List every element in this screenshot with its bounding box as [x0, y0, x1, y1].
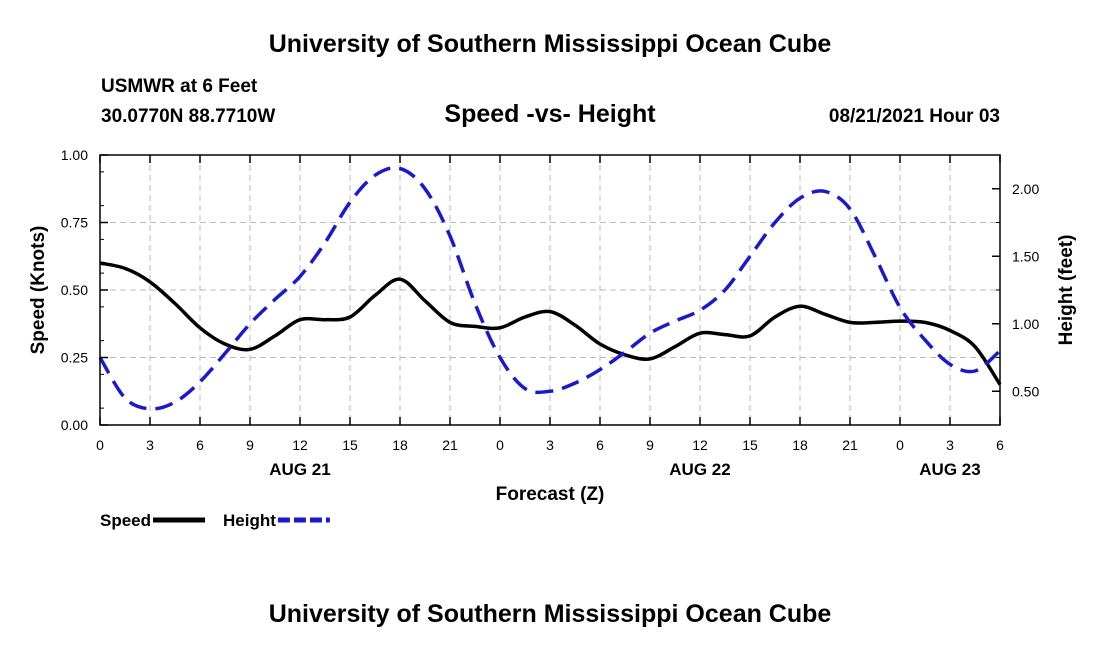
date-label: AUG 22	[669, 460, 730, 479]
page-title: University of Southern Mississippi Ocean…	[268, 30, 832, 58]
y-tick-label: 0.75	[61, 215, 88, 231]
x-axis-title: Forecast (Z)	[496, 484, 605, 505]
height-series-line	[98, 166, 1002, 411]
x-tick-label: 3	[146, 437, 154, 453]
date-label: AUG 23	[919, 460, 980, 479]
y2-tick-label: 1.00	[1012, 316, 1039, 332]
x-tick-label: 12	[292, 437, 308, 453]
x-tick-label: 3	[546, 437, 554, 453]
y2-tick-label: 0.50	[1012, 383, 1039, 399]
station-label: USMWR at 6 Feet	[101, 76, 258, 97]
x-tick-label: 0	[96, 437, 104, 453]
x-tick-label: 3	[946, 437, 954, 453]
x-tick-label: 21	[842, 437, 858, 453]
x-tick-label: 0	[896, 437, 904, 453]
y-tick-label: 0.00	[61, 417, 88, 433]
y2-axis-title: Height (feet)	[1056, 235, 1077, 346]
x-tick-label: 18	[792, 437, 808, 453]
x-tick-label: 18	[392, 437, 408, 453]
x-tick-label: 6	[996, 437, 1004, 453]
legend-label-height: Height	[223, 511, 276, 530]
y-axis-title: Speed (Knots)	[28, 226, 49, 355]
speed-series-line	[99, 261, 1002, 386]
y-tick-label: 1.00	[61, 147, 88, 163]
x-tick-label: 21	[442, 437, 458, 453]
station-coordinates: 30.0770N 88.7710W	[101, 106, 276, 127]
y2-tick-label: 1.50	[1012, 248, 1039, 264]
x-tick-label: 15	[342, 437, 358, 453]
x-tick-label: 15	[742, 437, 758, 453]
x-tick-label: 0	[496, 437, 504, 453]
x-tick-label: 6	[596, 437, 604, 453]
date-label: AUG 21	[269, 460, 330, 479]
chart-title: Speed -vs- Height	[444, 100, 656, 128]
y2-tick-label: 2.00	[1012, 181, 1039, 197]
footer-title: University of Southern Mississippi Ocean…	[268, 600, 832, 628]
x-tick-label: 6	[196, 437, 204, 453]
y-tick-label: 0.25	[61, 350, 88, 366]
x-tick-label: 12	[692, 437, 708, 453]
legend-label-speed: Speed	[100, 511, 151, 530]
x-tick-label: 9	[246, 437, 254, 453]
forecast-datetime: 08/21/2021 Hour 03	[828, 106, 1000, 127]
x-tick-label: 9	[646, 437, 654, 453]
y-tick-label: 0.50	[61, 282, 88, 298]
